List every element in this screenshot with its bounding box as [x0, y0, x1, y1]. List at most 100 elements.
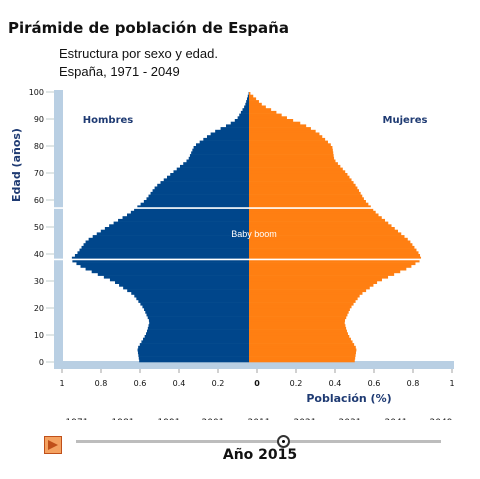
hombres-bar — [144, 335, 249, 338]
mujeres-bar — [249, 102, 262, 106]
hombres-bar — [130, 210, 249, 214]
hombres-bar — [142, 305, 250, 309]
mujeres-bar — [249, 129, 316, 133]
timeline-year-label[interactable]: 2001 — [202, 418, 225, 420]
y-tick-label: 90 — [34, 115, 44, 124]
mujeres-bar — [249, 119, 294, 122]
hombres-bar — [170, 173, 249, 176]
hombres-bar — [85, 240, 249, 244]
hombres-bar — [122, 216, 249, 220]
hombres-bar — [76, 262, 249, 266]
hombres-bar — [146, 197, 250, 201]
hombres-bar — [134, 208, 249, 212]
hombres-bar — [97, 272, 250, 276]
mujeres-bar — [249, 175, 350, 179]
hombres-bar — [220, 127, 249, 131]
hombres-bar — [143, 200, 249, 203]
mujeres-bar — [249, 146, 333, 149]
hombres-bar — [246, 100, 249, 104]
mujeres-bar — [249, 335, 350, 338]
hombres-bar — [149, 321, 249, 325]
x-tick-label: 0.8 — [95, 379, 108, 388]
hombres-bar — [80, 264, 249, 268]
mujeres-bar — [249, 302, 354, 306]
hombres-bar — [173, 170, 249, 174]
mujeres-bar — [249, 291, 363, 295]
hombres-bar — [138, 299, 249, 303]
x-tick-label: 0.4 — [329, 379, 342, 388]
hombres-bar — [74, 254, 250, 257]
hombres-bar — [146, 329, 249, 333]
hombres-bar — [193, 146, 249, 149]
mujeres-bar — [249, 113, 282, 117]
chart-subtitle-line1: Estructura por sexo y edad. — [59, 46, 218, 61]
hombres-bar — [137, 348, 249, 352]
hombres-bar — [166, 175, 249, 179]
mujeres-bar — [249, 351, 356, 355]
hombres-bar — [96, 232, 249, 236]
play-button[interactable] — [44, 436, 62, 454]
chart-subtitle-line2: España, 1971 - 2049 — [59, 64, 180, 79]
mujeres-bar — [249, 156, 335, 160]
hombres-bar — [242, 108, 249, 112]
hombres-bar — [147, 326, 249, 330]
hombres-bar — [113, 221, 249, 225]
hombres-bar — [88, 237, 249, 241]
hombres-bar — [127, 213, 249, 217]
hombres-bar — [146, 313, 250, 317]
mujeres-bar — [249, 256, 422, 260]
hombres-bar — [83, 243, 249, 247]
mujeres-bar — [249, 227, 395, 230]
timeline-year-label[interactable]: 2011 — [248, 418, 271, 420]
timeline-track[interactable] — [76, 440, 441, 443]
timeline-slider-handle[interactable] — [277, 435, 290, 448]
timeline-year-label[interactable]: 1981 — [112, 418, 135, 420]
timeline-year-label[interactable]: 2049 — [430, 418, 453, 420]
mujeres-bar — [249, 310, 349, 314]
timeline-year-label[interactable]: 1971 — [66, 418, 89, 420]
mujeres-bar — [249, 189, 360, 193]
mujeres-bar — [249, 326, 347, 330]
hombres-bar — [203, 137, 249, 141]
mujeres-bar — [249, 270, 401, 274]
y-tick-label: 60 — [34, 196, 44, 205]
mujeres-bar — [249, 140, 328, 144]
hombres-bar — [150, 191, 249, 195]
hombres-bar — [77, 251, 249, 255]
hombres-bar — [246, 97, 249, 101]
mujeres-bar — [249, 267, 407, 271]
hombres-bar — [127, 289, 249, 293]
hombres-bar — [237, 116, 249, 120]
mujeres-bar — [249, 178, 352, 182]
timeline-year-label[interactable]: 2021 — [294, 418, 317, 420]
mujeres-bar — [249, 294, 360, 298]
hombres-bar — [85, 267, 249, 271]
mujeres-bar — [249, 213, 379, 217]
hombres-bar — [163, 178, 249, 182]
hombres-bar — [136, 297, 249, 301]
mujeres-bar — [249, 202, 369, 206]
y-tick-label: 70 — [34, 169, 44, 178]
timeline-year-label[interactable]: 1991 — [158, 418, 181, 420]
mujeres-bar — [249, 110, 277, 114]
mujeres-bar — [249, 243, 413, 247]
y-tick-label: 10 — [34, 331, 44, 340]
mujeres-bar — [249, 286, 370, 290]
hombres-bar — [140, 202, 249, 206]
mujeres-bar — [249, 173, 348, 176]
timeline-year-label[interactable]: 2031 — [339, 418, 362, 420]
hombres-bar — [206, 135, 249, 139]
hombres-bar — [139, 359, 249, 363]
timeline-year-label[interactable]: 2041 — [385, 418, 408, 420]
mujeres-bar — [249, 148, 333, 152]
hombres-bar — [148, 324, 249, 328]
baby-boom-annotation: Baby boom — [231, 229, 277, 239]
hombres-bar — [179, 164, 249, 168]
mujeres-bar — [249, 94, 254, 98]
hombres-bar — [71, 256, 249, 260]
mujeres-bar — [249, 121, 301, 125]
x-tick-label: 0.6 — [368, 379, 381, 388]
hombres-bar — [138, 356, 249, 360]
x-tick-label: 0.2 — [212, 379, 225, 388]
mujeres-bar — [249, 197, 364, 201]
